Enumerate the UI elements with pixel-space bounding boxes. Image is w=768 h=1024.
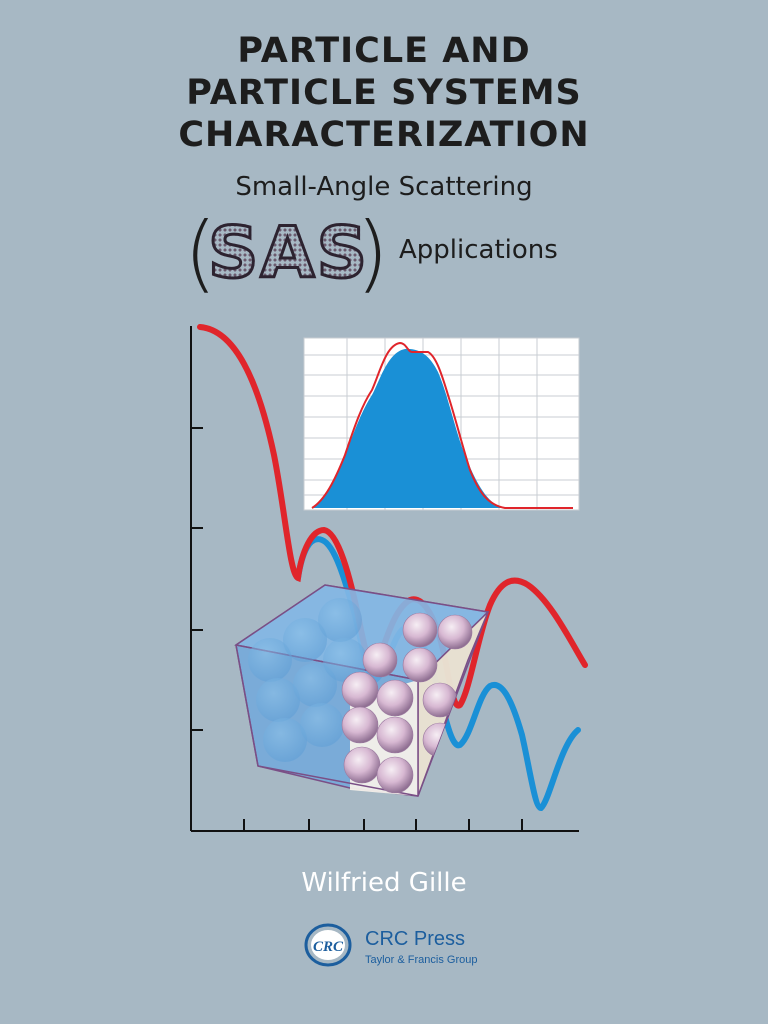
title-line-1: PARTICLE AND bbox=[237, 31, 531, 71]
main-axes bbox=[190, 326, 579, 832]
subtitle: Small-Angle Scattering bbox=[235, 172, 533, 202]
applications-label: Applications bbox=[399, 235, 558, 265]
title-line-2: PARTICLE SYSTEMS bbox=[186, 73, 582, 113]
distribution-fit-line bbox=[311, 341, 573, 509]
publisher-block: CRC CRC Press Taylor & Francis Group bbox=[303, 922, 543, 972]
right-parenthesis: ) bbox=[356, 204, 389, 302]
publisher-name: CRC Press bbox=[365, 928, 466, 950]
sas-acronym: SAS bbox=[206, 212, 370, 295]
logo-text: CRC bbox=[313, 939, 344, 955]
crc-press-logo: CRC bbox=[304, 923, 352, 967]
particle-box bbox=[234, 584, 490, 797]
distribution-area bbox=[312, 348, 575, 508]
inset-distribution-plot bbox=[303, 337, 580, 511]
left-parenthesis: ( bbox=[184, 204, 217, 302]
publisher-group: Taylor & Francis Group bbox=[365, 954, 478, 966]
book-title: PARTICLE AND PARTICLE SYSTEMS CHARACTERI… bbox=[0, 30, 768, 156]
author-name: Wilfried Gille bbox=[301, 868, 467, 898]
sas-heading: ( SAS ) Applications bbox=[0, 205, 768, 305]
title-line-3: CHARACTERIZATION bbox=[178, 115, 590, 155]
